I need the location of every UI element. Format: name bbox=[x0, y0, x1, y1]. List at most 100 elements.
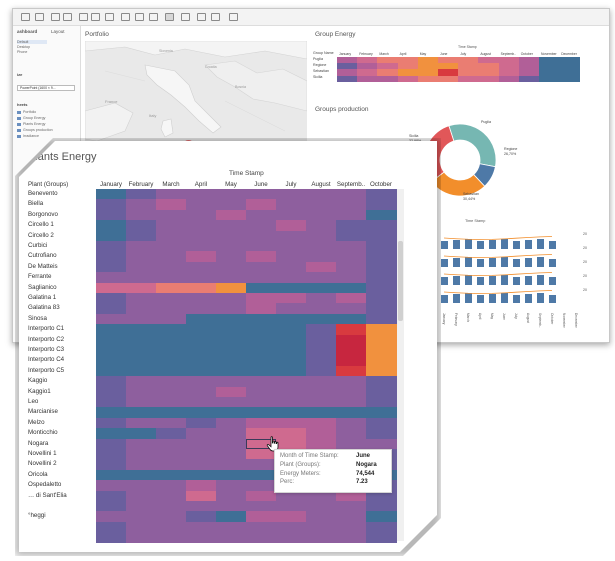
heatmap-cell[interactable] bbox=[306, 241, 337, 252]
heatmap-cell[interactable] bbox=[216, 417, 247, 429]
heatmap-cell[interactable] bbox=[246, 490, 277, 502]
heatmap-cell[interactable] bbox=[186, 345, 217, 356]
heatmap-cell[interactable] bbox=[306, 376, 337, 388]
heatmap-cell[interactable] bbox=[336, 199, 367, 211]
heatmap-cell[interactable] bbox=[216, 386, 247, 398]
heatmap-cell[interactable] bbox=[126, 386, 157, 398]
heatmap-cell[interactable] bbox=[276, 438, 307, 450]
heatmap-cell[interactable] bbox=[126, 365, 157, 377]
heatmap-cell[interactable] bbox=[156, 376, 187, 388]
heatmap-cell[interactable] bbox=[246, 428, 277, 440]
heatmap-cell[interactable] bbox=[246, 334, 277, 346]
heatmap-cell[interactable] bbox=[336, 209, 367, 221]
heatmap-cell[interactable] bbox=[216, 230, 247, 242]
heatmap-cell[interactable] bbox=[186, 199, 217, 211]
heatmap-cell[interactable] bbox=[336, 230, 367, 242]
group-energy-cell[interactable] bbox=[498, 63, 520, 70]
group-energy-cell[interactable] bbox=[417, 69, 439, 76]
heatmap-cell[interactable] bbox=[96, 241, 127, 252]
heatmap-cell[interactable] bbox=[246, 251, 277, 263]
group-energy-cell[interactable] bbox=[559, 57, 580, 64]
heatmap-cell[interactable] bbox=[96, 459, 127, 471]
heatmap-cell[interactable] bbox=[246, 438, 277, 450]
group-energy-cell[interactable] bbox=[357, 63, 378, 70]
sheet-item-portfolio[interactable]: Portfolio bbox=[17, 110, 36, 114]
heatmap-cell[interactable] bbox=[126, 334, 157, 346]
heatmap-cell[interactable] bbox=[216, 303, 247, 315]
heatmap-cell[interactable] bbox=[366, 428, 397, 440]
heatmap-cell[interactable] bbox=[186, 189, 217, 200]
heatmap-cell[interactable] bbox=[216, 293, 247, 304]
heatmap-cell[interactable] bbox=[216, 376, 247, 388]
heatmap-cell[interactable] bbox=[96, 324, 127, 336]
heatmap-cell[interactable] bbox=[126, 261, 157, 273]
group-energy-cell[interactable] bbox=[417, 63, 439, 70]
heatmap-cell[interactable] bbox=[246, 261, 277, 273]
heatmap-cell[interactable] bbox=[276, 428, 307, 440]
heatmap-cell[interactable] bbox=[156, 365, 187, 377]
heatmap-cell[interactable] bbox=[186, 272, 217, 284]
heatmap-cell[interactable] bbox=[156, 449, 187, 460]
heatmap-cell[interactable] bbox=[306, 209, 337, 221]
size-select[interactable]: PowerPoint (1600 × 9... bbox=[17, 85, 75, 91]
heatmap-cell[interactable] bbox=[126, 438, 157, 450]
heatmap-cell[interactable] bbox=[216, 189, 247, 200]
heatmap-cell[interactable] bbox=[246, 313, 277, 325]
heatmap-cell[interactable] bbox=[216, 241, 247, 252]
heatmap-cell[interactable] bbox=[306, 189, 337, 200]
heatmap-cell[interactable] bbox=[246, 220, 277, 232]
group-energy-cell[interactable] bbox=[518, 75, 540, 83]
production-bar[interactable] bbox=[489, 276, 496, 285]
extract-icon[interactable] bbox=[91, 13, 100, 21]
heatmap-cell[interactable] bbox=[306, 397, 337, 408]
heatmap-cell[interactable] bbox=[366, 209, 397, 221]
heatmap-cell[interactable] bbox=[306, 365, 337, 377]
heatmap-cell[interactable] bbox=[96, 313, 127, 325]
group-energy-cell[interactable] bbox=[518, 69, 540, 76]
group-energy-cell[interactable] bbox=[377, 69, 398, 76]
device-desktop[interactable]: Desktop bbox=[17, 45, 31, 49]
heatmap-cell[interactable] bbox=[156, 251, 187, 263]
heatmap-cell[interactable] bbox=[186, 293, 217, 304]
heatmap-cell[interactable] bbox=[186, 220, 217, 232]
heatmap-cell[interactable] bbox=[246, 282, 277, 294]
heatmap-cell[interactable] bbox=[366, 251, 397, 263]
heatmap-cell[interactable] bbox=[126, 490, 157, 502]
heatmap-cell[interactable] bbox=[186, 334, 217, 346]
heatmap-cell[interactable] bbox=[96, 303, 127, 315]
heatmap-cell[interactable] bbox=[336, 532, 367, 544]
production-bar[interactable] bbox=[549, 295, 556, 303]
heatmap-cell[interactable] bbox=[96, 511, 127, 523]
heatmap-cell[interactable] bbox=[246, 511, 277, 523]
heatmap-cell[interactable] bbox=[156, 521, 187, 533]
heatmap-cell[interactable] bbox=[216, 407, 247, 419]
heatmap-cell[interactable] bbox=[96, 532, 127, 544]
heatmap-cell[interactable] bbox=[96, 220, 127, 232]
heatmap-cell[interactable] bbox=[96, 480, 127, 492]
heatmap-cell[interactable] bbox=[156, 293, 187, 304]
group-energy-cell[interactable] bbox=[559, 69, 580, 76]
group-energy-cell[interactable] bbox=[397, 63, 419, 70]
heatmap-cell[interactable] bbox=[276, 417, 307, 429]
group-energy-cell[interactable] bbox=[357, 75, 378, 83]
heatmap-cell[interactable] bbox=[156, 241, 187, 252]
heatmap-cell[interactable] bbox=[96, 272, 127, 284]
heatmap-cell[interactable] bbox=[126, 272, 157, 284]
production-bar[interactable] bbox=[549, 259, 556, 267]
heatmap-cell[interactable] bbox=[126, 521, 157, 533]
heatmap-cell[interactable] bbox=[216, 282, 247, 294]
heatmap-cell[interactable] bbox=[156, 282, 187, 294]
heatmap-cell[interactable] bbox=[126, 501, 157, 512]
heatmap-cell[interactable] bbox=[336, 303, 367, 315]
heatmap-cell[interactable] bbox=[246, 501, 277, 512]
heatmap-cell[interactable] bbox=[306, 521, 337, 533]
heatmap-cell[interactable] bbox=[186, 438, 217, 450]
heatmap-cell[interactable] bbox=[306, 501, 337, 512]
group-energy-cell[interactable] bbox=[539, 63, 560, 70]
heatmap-cell[interactable] bbox=[96, 521, 127, 533]
group-energy-cell[interactable] bbox=[458, 69, 479, 76]
heatmap-cell[interactable] bbox=[126, 355, 157, 367]
heatmap-cell[interactable] bbox=[366, 376, 397, 388]
heatmap-cell[interactable] bbox=[366, 355, 397, 367]
heatmap-cell[interactable] bbox=[126, 376, 157, 388]
